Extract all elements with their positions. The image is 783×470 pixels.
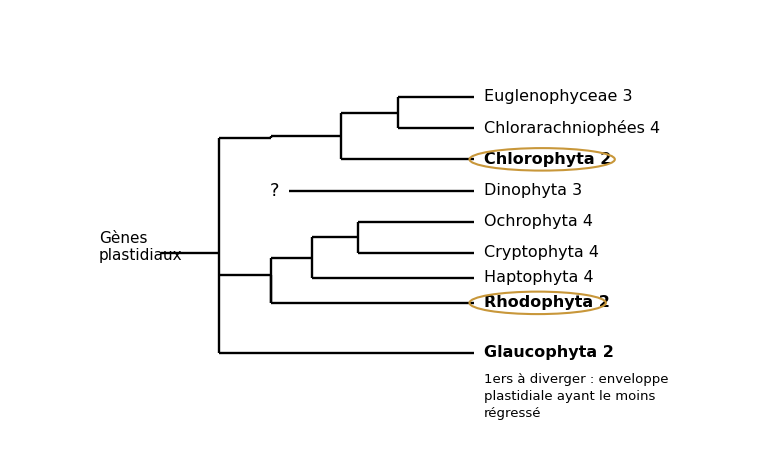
Text: Gènes
plastidiaux: Gènes plastidiaux [99,230,182,263]
Text: Chlorophyta 2: Chlorophyta 2 [484,152,612,167]
Text: Rhodophyta 2: Rhodophyta 2 [484,295,610,310]
Text: Haptophyta 4: Haptophyta 4 [484,270,594,285]
Text: Euglenophyceae 3: Euglenophyceae 3 [484,89,633,104]
Text: 1ers à diverger : enveloppe
plastidiale ayant le moins
régressé: 1ers à diverger : enveloppe plastidiale … [484,373,669,420]
Text: Cryptophyta 4: Cryptophyta 4 [484,245,599,260]
Text: Ochrophyta 4: Ochrophyta 4 [484,214,593,229]
Text: Chlorarachniophées 4: Chlorarachniophées 4 [484,120,660,136]
Text: ?: ? [269,181,279,200]
Text: Dinophyta 3: Dinophyta 3 [484,183,582,198]
Text: Glaucophyta 2: Glaucophyta 2 [484,345,614,360]
